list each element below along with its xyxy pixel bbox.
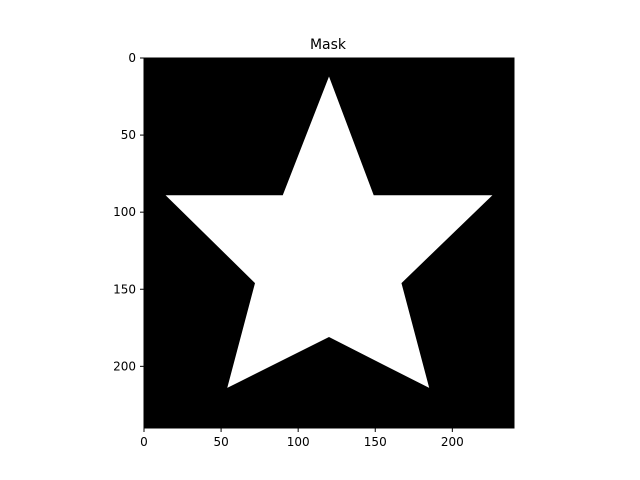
x-tick-label: 50	[213, 435, 228, 449]
y-tick-label: 150	[113, 282, 136, 296]
chart-title: Mask	[310, 37, 347, 53]
axes-frame	[143, 57, 515, 429]
x-tick-label: 0	[140, 435, 148, 449]
y-tick-label: 200	[113, 359, 136, 373]
x-tick-label: 200	[441, 435, 464, 449]
x-axis: 0 50 100 150 200	[140, 428, 464, 449]
y-tick-label: 0	[128, 51, 136, 65]
x-tick-label: 100	[287, 435, 310, 449]
x-tick-label: 150	[364, 435, 387, 449]
plot-area	[143, 57, 515, 429]
y-tick-label: 50	[121, 128, 136, 142]
y-axis: 0 50 100 150 200	[113, 51, 144, 373]
y-tick-label: 100	[113, 205, 136, 219]
mask-star-shape	[165, 76, 493, 388]
